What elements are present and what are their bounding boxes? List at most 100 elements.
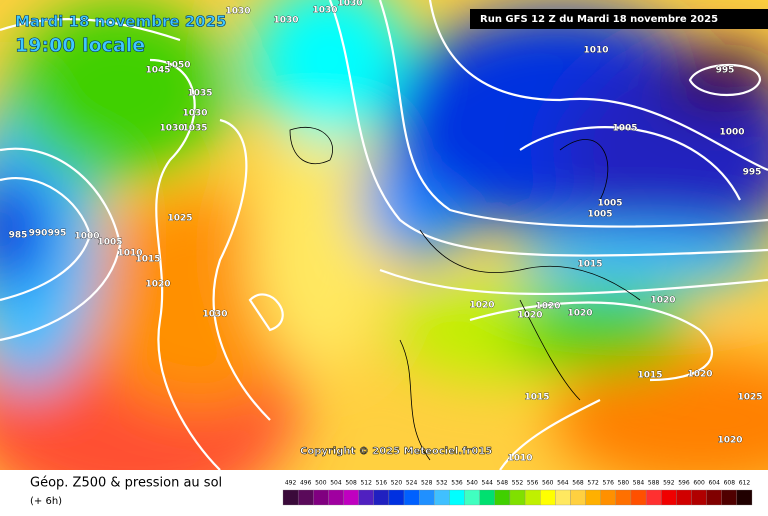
legend-label: 492 [285,480,297,487]
legend-label: 580 [618,480,630,487]
legend-swatch [343,489,359,506]
legend-swatch [630,489,647,506]
legend-swatch [661,489,677,506]
legend-swatch [373,489,390,506]
coastlines [289,126,641,461]
isobar-label: 1020 [469,301,494,311]
local-time: 19:00 locale [15,35,145,57]
legend-label: 576 [603,480,615,487]
legend-swatch [570,489,586,506]
isobar-label: 1010 [117,249,142,259]
legend-swatch [434,489,450,506]
legend-label: 556 [527,480,539,487]
isobar-label: 1030 [337,0,362,9]
isobar-label: 1010 [583,46,608,56]
legend-swatch [328,489,344,506]
isobar-label: 1015 [524,393,549,403]
isobar-label: 1035 [182,124,207,134]
legend-label: 512 [360,480,372,487]
legend-swatch [479,489,495,506]
legend-label: 504 [330,480,342,487]
legend-label: 544 [482,480,494,487]
legend-label: 516 [376,480,388,487]
isobar-label: 1010 [507,454,532,464]
isobar-label: 1030 [273,16,298,26]
isobar-label: 1030 [225,7,250,17]
isobar-label: 995 [48,229,67,239]
legend-label: 548 [497,480,509,487]
legend-swatch [419,489,435,506]
legend-swatch [464,489,480,506]
legend-label: 524 [406,480,418,487]
isobar-label: 985 [9,231,28,241]
isobar-label: 1020 [535,302,560,312]
isobar-label: 1020 [717,436,742,446]
isobar-label: 995 [743,168,762,178]
isobar-label: 1030 [159,124,184,134]
legend-swatch [736,489,753,506]
isobar-label: 1020 [650,296,675,306]
isobar-label: 1005 [97,238,122,248]
legend-swatch [282,489,299,506]
legend-label: 564 [557,480,569,487]
run-info: Run GFS 12 Z du Mardi 18 novembre 2025 [480,14,718,25]
legend-label: 608 [724,480,736,487]
legend-label: 508 [345,480,357,487]
legend-label: 600 [693,480,705,487]
legend-label: 496 [300,480,312,487]
legend-label: 604 [708,480,720,487]
isobar-label: 1050 [165,61,190,71]
legend-swatch [297,489,314,506]
legend-label: 536 [451,480,463,487]
footer-lead: (+ 6h) [30,496,62,507]
isobar-label: 1005 [597,199,622,209]
legend-label: 592 [663,480,675,487]
legend-label: 500 [315,480,327,487]
isobar-labels: 1030103010301030101099510501045103510301… [8,0,763,464]
legend-swatch [313,489,329,506]
legend-label: 520 [391,480,403,487]
isobar-label: 1005 [587,210,612,220]
legend-label: 540 [466,480,478,487]
isobar-label: 995 [716,66,735,76]
legend-swatch [615,489,632,506]
legend-swatch [358,489,374,506]
legend-swatch [645,489,662,506]
legend-swatch [403,489,420,506]
isobar-label: 1045 [145,66,170,76]
legend-label: 612 [739,480,751,487]
legend-swatch [676,489,692,506]
isobar-label: 1015 [637,371,662,381]
isobar-label: 990 [29,229,48,239]
legend-swatch [691,489,707,506]
isobar-label: 1015 [577,260,602,270]
isobar-label: 1015 [135,255,160,265]
isobar-label: 1020 [517,311,542,321]
legend-swatch [721,489,738,506]
isobar-label: 1025 [737,393,762,403]
run-box [470,9,768,29]
legend-label: 528 [421,480,433,487]
date: Mardi 18 novembre 2025 [15,13,227,31]
legend-swatch [449,489,465,506]
legend-swatch [706,489,722,506]
isobar-label: 1035 [187,89,212,99]
isobar-label: 1005 [612,124,637,134]
isobar-label: 1025 [167,214,192,224]
legend-swatch [524,489,541,506]
footer-title: Géop. Z500 & pression au sol [30,476,222,491]
isobar-label: 1020 [687,370,712,380]
legend-swatch [494,489,511,506]
legend-swatch [600,489,616,506]
legend-swatch [540,489,556,506]
legend-label: 560 [542,480,554,487]
isobar-label: 1020 [145,280,170,290]
legend-label: 552 [512,480,524,487]
legend-swatch [585,489,601,506]
legend-label: 588 [648,480,660,487]
isobar-label: 1000 [719,128,744,138]
legend-label: 584 [633,480,645,487]
isobar-label: 1020 [567,309,592,319]
